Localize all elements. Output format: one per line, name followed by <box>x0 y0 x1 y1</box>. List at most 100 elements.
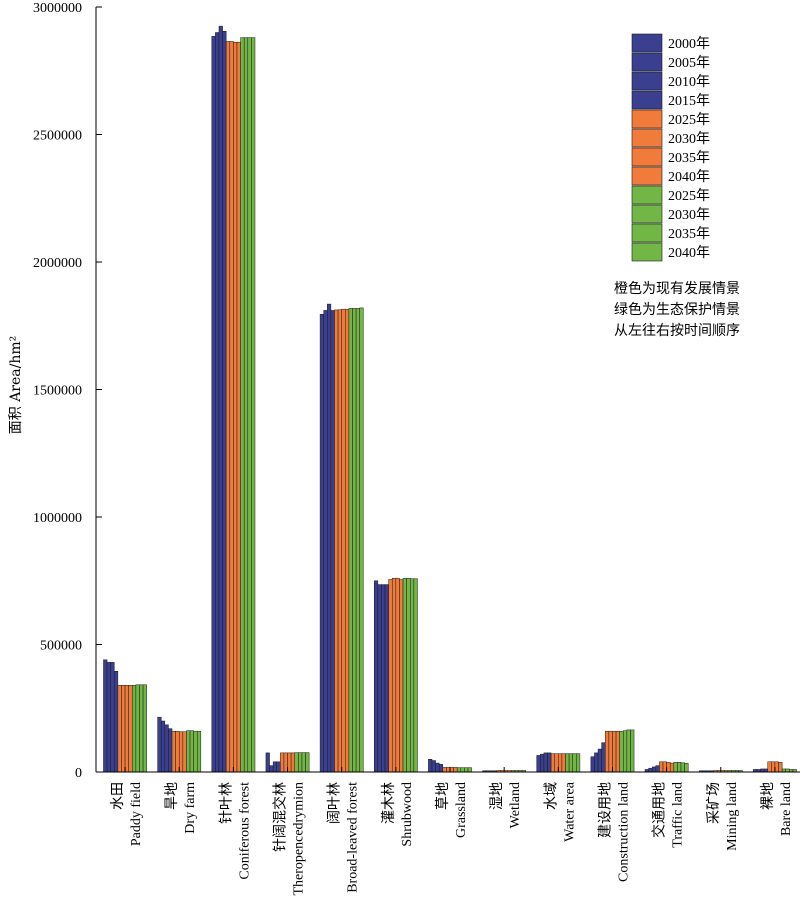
bar-9-12 <box>576 753 581 773</box>
bar-11-4 <box>655 765 660 773</box>
bar-11-11 <box>680 762 685 773</box>
bar-9-5 <box>550 753 555 773</box>
bar-10-7 <box>612 730 617 773</box>
y-tick-label: 3000000 <box>33 1 82 16</box>
bar-1-11 <box>139 684 144 773</box>
bar-13-8 <box>778 762 783 773</box>
bar-4-11 <box>301 752 306 773</box>
bar-11-3 <box>651 766 657 773</box>
bar-11-8 <box>669 762 675 773</box>
bar-5-12 <box>359 307 364 773</box>
legend-swatch <box>631 33 663 53</box>
legend-swatch <box>631 242 663 262</box>
legend-label: 2025年 <box>668 112 710 128</box>
x-tick-label-zh: 旱地 <box>164 782 180 810</box>
bar-2-2 <box>160 720 166 773</box>
bar-5-1 <box>319 314 324 773</box>
bar-7-7 <box>449 767 454 773</box>
legend-label: 2025年 <box>668 188 710 204</box>
annotation-line: 橙色为现有发展情景 <box>614 280 740 297</box>
x-tick-label-en: Grassland <box>454 782 469 838</box>
bar-9-6 <box>554 753 559 773</box>
bar-3-1 <box>211 36 216 773</box>
legend-swatch <box>631 128 663 148</box>
bar-7-2 <box>431 760 436 773</box>
bar-7-4 <box>438 764 444 773</box>
bars <box>103 25 797 773</box>
bar-7-3 <box>435 762 440 773</box>
annotation-line: 从左往右按时间顺序 <box>614 323 740 339</box>
bar-1-2 <box>106 662 111 773</box>
bar-11-12 <box>684 763 689 773</box>
bar-7-12 <box>467 767 472 773</box>
bar-5-8 <box>345 308 350 773</box>
bar-3-11 <box>247 37 252 773</box>
legend-label: 2030年 <box>668 131 710 147</box>
y-tick-label: 2000000 <box>33 256 82 271</box>
bar-11-9 <box>673 762 678 773</box>
bar-10-6 <box>608 730 613 773</box>
y-tick-label: 1000000 <box>33 511 82 526</box>
bar-10-5 <box>605 730 610 773</box>
x-tick-label-en: Wetland <box>508 782 523 828</box>
bar-2-7 <box>178 731 184 773</box>
legend-label: 2010年 <box>668 74 710 90</box>
legend-label: 2035年 <box>668 226 710 242</box>
bar-13-7 <box>774 761 779 773</box>
legend-label: 2000年 <box>668 36 710 52</box>
bar-9-10 <box>568 753 573 773</box>
x-axis: 水田 Paddy field 旱地 Dry farm 针叶林 Coniferous for… <box>96 767 800 896</box>
bar-2-5 <box>171 730 176 773</box>
bar-6-11 <box>409 578 415 773</box>
bar-group-1 <box>103 659 147 773</box>
bar-3-4 <box>222 30 227 773</box>
bar-11-5 <box>659 761 664 773</box>
bar-5-9 <box>348 308 353 773</box>
bar-group-5 <box>319 303 364 773</box>
bar-1-1 <box>103 659 108 773</box>
bar-4-12 <box>305 752 310 773</box>
bar-13-5 <box>767 761 772 773</box>
annotation-line: 绿色为生态保护情景 <box>614 301 740 318</box>
bar-2-10 <box>189 730 194 773</box>
bar-1-10 <box>135 684 140 773</box>
bar-1-12 <box>142 684 147 773</box>
bar-10-2 <box>594 752 599 773</box>
bar-5-2 <box>323 310 328 773</box>
bar-11-7 <box>666 762 671 773</box>
bar-6-2 <box>377 584 382 773</box>
bar-2-11 <box>193 730 198 773</box>
bar-group-6 <box>373 577 418 773</box>
bar-3-6 <box>229 41 234 773</box>
bar-5-4 <box>330 310 335 773</box>
bar-9-8 <box>561 753 566 773</box>
bar-5-3 <box>327 303 332 773</box>
bar-1-5 <box>117 685 122 773</box>
bar-10-8 <box>615 730 620 773</box>
x-tick-label-zh: 针叶林 <box>218 782 234 824</box>
x-tick-label-en: Mining land <box>725 782 740 851</box>
legend-swatch <box>631 147 663 167</box>
bar-3-9 <box>240 37 245 773</box>
bar-3-10 <box>243 37 249 773</box>
bar-4-2 <box>269 765 274 773</box>
bar-13-6 <box>771 761 776 773</box>
bar-6-10 <box>406 577 411 773</box>
bar-7-11 <box>464 767 469 773</box>
x-tick-label-en: Coniferous forest <box>237 782 252 880</box>
bar-2-9 <box>186 730 191 773</box>
bar-11-10 <box>677 762 682 773</box>
bar-6-8 <box>399 579 404 773</box>
x-tick-label-zh: 针阔混交林 <box>272 782 289 852</box>
bar-11-6 <box>662 761 667 773</box>
bar-6-4 <box>384 584 389 773</box>
bar-5-10 <box>352 308 357 773</box>
legend: 2000年 2005年 2010年 2015年 2025年 2030年 2035年 2040年… <box>631 33 710 262</box>
bar-group-10 <box>590 729 635 773</box>
bar-4-3 <box>272 761 277 773</box>
bar-7-8 <box>453 767 458 773</box>
x-tick-label-en: Theropencedrymion <box>292 782 307 896</box>
bar-2-4 <box>168 728 173 773</box>
legend-swatch <box>631 71 663 91</box>
